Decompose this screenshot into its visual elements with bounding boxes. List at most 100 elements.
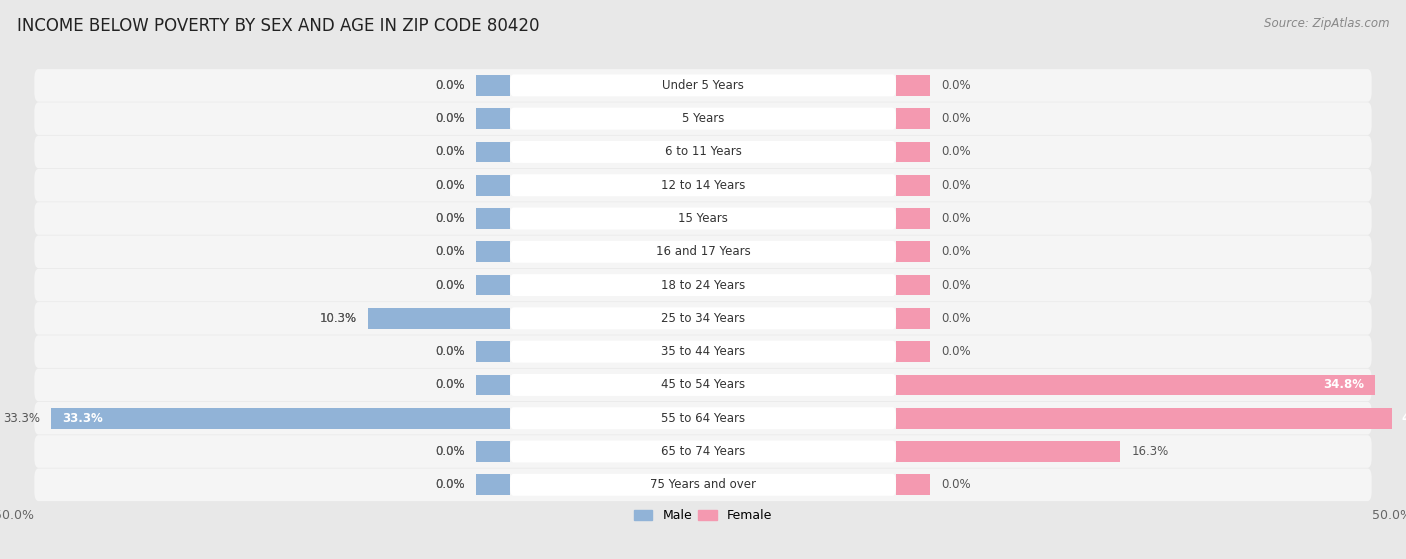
Text: 55 to 64 Years: 55 to 64 Years <box>661 412 745 425</box>
Bar <box>896 342 931 362</box>
FancyBboxPatch shape <box>510 440 896 462</box>
Text: 0.0%: 0.0% <box>942 479 972 491</box>
Text: 0.0%: 0.0% <box>434 112 464 125</box>
Bar <box>896 141 931 162</box>
Bar <box>475 375 510 395</box>
Bar <box>475 75 510 96</box>
Bar <box>475 208 510 229</box>
Text: 0.0%: 0.0% <box>434 445 464 458</box>
Text: 15 Years: 15 Years <box>678 212 728 225</box>
FancyBboxPatch shape <box>34 169 1372 202</box>
Bar <box>475 475 510 495</box>
Text: 0.0%: 0.0% <box>434 378 464 391</box>
Text: 0.0%: 0.0% <box>942 312 972 325</box>
FancyBboxPatch shape <box>34 102 1372 135</box>
FancyBboxPatch shape <box>34 468 1372 501</box>
Text: 0.0%: 0.0% <box>942 245 972 258</box>
Bar <box>896 108 931 129</box>
Bar <box>896 408 1406 429</box>
Bar <box>475 441 510 462</box>
FancyBboxPatch shape <box>510 340 896 363</box>
Text: 6 to 11 Years: 6 to 11 Years <box>665 145 741 158</box>
Bar <box>896 475 931 495</box>
Bar <box>896 75 931 96</box>
Text: 0.0%: 0.0% <box>434 278 464 292</box>
Text: 16 and 17 Years: 16 and 17 Years <box>655 245 751 258</box>
Bar <box>896 208 931 229</box>
Bar <box>896 175 931 196</box>
Text: Source: ZipAtlas.com: Source: ZipAtlas.com <box>1264 17 1389 30</box>
Text: 40.5%: 40.5% <box>1402 412 1406 425</box>
Text: 0.0%: 0.0% <box>434 179 464 192</box>
Bar <box>475 108 510 129</box>
FancyBboxPatch shape <box>510 141 896 163</box>
Text: 33.3%: 33.3% <box>3 412 41 425</box>
Text: 0.0%: 0.0% <box>434 378 464 391</box>
Bar <box>896 241 931 262</box>
Bar <box>896 308 931 329</box>
FancyBboxPatch shape <box>34 269 1372 301</box>
Text: 0.0%: 0.0% <box>434 345 464 358</box>
FancyBboxPatch shape <box>34 202 1372 235</box>
Text: 0.0%: 0.0% <box>434 145 464 158</box>
Text: 0.0%: 0.0% <box>434 245 464 258</box>
Bar <box>896 375 1375 395</box>
FancyBboxPatch shape <box>510 274 896 296</box>
Text: 12 to 14 Years: 12 to 14 Years <box>661 179 745 192</box>
FancyBboxPatch shape <box>34 235 1372 268</box>
FancyBboxPatch shape <box>34 335 1372 368</box>
Text: 0.0%: 0.0% <box>942 79 972 92</box>
Text: 0.0%: 0.0% <box>434 245 464 258</box>
FancyBboxPatch shape <box>34 69 1372 102</box>
Text: 0.0%: 0.0% <box>434 112 464 125</box>
Text: 34.8%: 34.8% <box>1323 378 1364 391</box>
Text: 0.0%: 0.0% <box>434 212 464 225</box>
Text: 0.0%: 0.0% <box>434 278 464 292</box>
Text: 0.0%: 0.0% <box>942 145 972 158</box>
Bar <box>475 141 510 162</box>
Text: 10.3%: 10.3% <box>321 312 357 325</box>
FancyBboxPatch shape <box>34 435 1372 468</box>
Text: 0.0%: 0.0% <box>434 179 464 192</box>
FancyBboxPatch shape <box>34 402 1372 434</box>
Bar <box>896 441 1121 462</box>
Text: 16.3%: 16.3% <box>1132 445 1168 458</box>
Bar <box>896 275 931 295</box>
Text: 0.0%: 0.0% <box>434 445 464 458</box>
FancyBboxPatch shape <box>510 474 896 496</box>
Text: 0.0%: 0.0% <box>434 79 464 92</box>
FancyBboxPatch shape <box>510 207 896 230</box>
FancyBboxPatch shape <box>510 307 896 329</box>
Text: 35 to 44 Years: 35 to 44 Years <box>661 345 745 358</box>
Bar <box>51 408 510 429</box>
FancyBboxPatch shape <box>510 108 896 130</box>
Text: 18 to 24 Years: 18 to 24 Years <box>661 278 745 292</box>
Bar <box>475 175 510 196</box>
Text: 25 to 34 Years: 25 to 34 Years <box>661 312 745 325</box>
Text: 65 to 74 Years: 65 to 74 Years <box>661 445 745 458</box>
Text: 0.0%: 0.0% <box>434 479 464 491</box>
Text: 0.0%: 0.0% <box>434 345 464 358</box>
FancyBboxPatch shape <box>510 374 896 396</box>
Text: 0.0%: 0.0% <box>434 145 464 158</box>
FancyBboxPatch shape <box>34 136 1372 168</box>
FancyBboxPatch shape <box>510 74 896 96</box>
FancyBboxPatch shape <box>510 174 896 196</box>
Text: 0.0%: 0.0% <box>942 345 972 358</box>
Text: 0.0%: 0.0% <box>942 278 972 292</box>
Text: 0.0%: 0.0% <box>942 212 972 225</box>
Text: 0.0%: 0.0% <box>942 112 972 125</box>
FancyBboxPatch shape <box>34 368 1372 401</box>
FancyBboxPatch shape <box>510 408 896 429</box>
Text: 0.0%: 0.0% <box>942 179 972 192</box>
Text: 75 Years and over: 75 Years and over <box>650 479 756 491</box>
Bar <box>475 342 510 362</box>
Text: 0.0%: 0.0% <box>434 79 464 92</box>
Text: 0.0%: 0.0% <box>434 212 464 225</box>
Text: 45 to 54 Years: 45 to 54 Years <box>661 378 745 391</box>
Text: 5 Years: 5 Years <box>682 112 724 125</box>
Text: Under 5 Years: Under 5 Years <box>662 79 744 92</box>
Text: INCOME BELOW POVERTY BY SEX AND AGE IN ZIP CODE 80420: INCOME BELOW POVERTY BY SEX AND AGE IN Z… <box>17 17 540 35</box>
Bar <box>368 308 510 329</box>
Text: 0.0%: 0.0% <box>434 479 464 491</box>
